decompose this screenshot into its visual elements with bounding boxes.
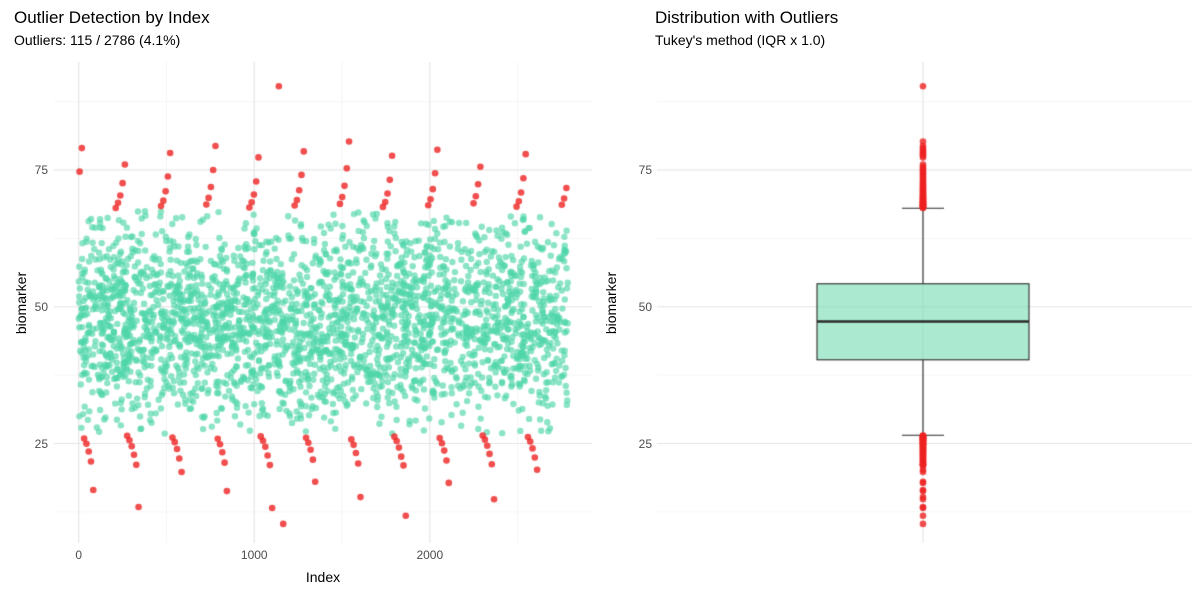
scatter-plot-panel xyxy=(54,62,592,543)
right-y-tick-label: 25 xyxy=(638,436,652,451)
right-y-tick-label: 75 xyxy=(638,163,652,177)
right-chart-subtitle: Tukey's method (IQR x 1.0) xyxy=(655,32,826,48)
right-chart-title: Distribution with Outliers xyxy=(655,8,839,27)
boxplot-panel xyxy=(657,62,1192,543)
left-chart-title: Outlier Detection by Index xyxy=(14,8,210,27)
right-y-tick-label: 50 xyxy=(638,299,652,314)
left-x-tick-label: 1000 xyxy=(240,548,268,562)
left-y-tick-label: 25 xyxy=(34,436,48,451)
left-x-tick-label: 2000 xyxy=(416,548,444,562)
left-chart-subtitle: Outliers: 115 / 2786 (4.1%) xyxy=(14,32,181,48)
left-y-tick-label: 50 xyxy=(34,299,48,314)
left-y-tick-label: 75 xyxy=(34,163,48,177)
left-x-axis-title: Index xyxy=(305,569,341,585)
left-x-tick-label: 0 xyxy=(75,548,83,562)
